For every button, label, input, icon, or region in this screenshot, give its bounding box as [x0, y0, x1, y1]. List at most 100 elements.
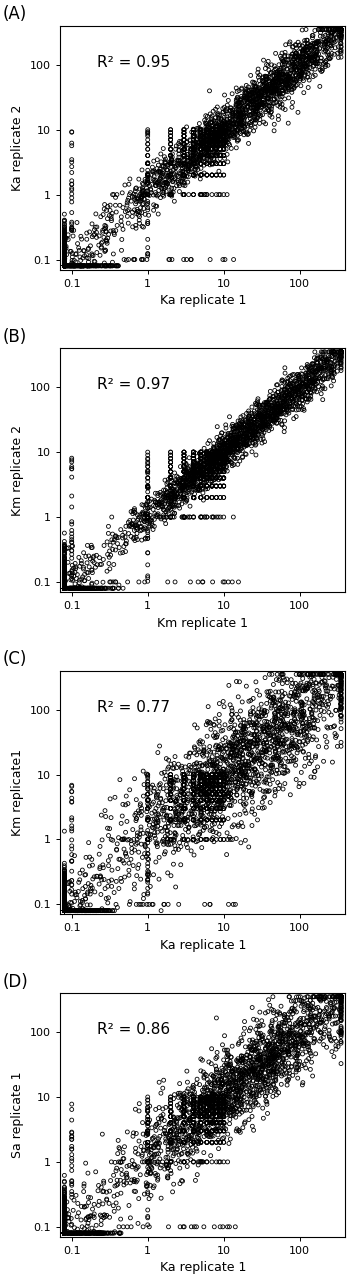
Point [280, 1055, 286, 1075]
Point [338, 694, 344, 714]
Point [247, 430, 253, 451]
Point [176, 492, 182, 512]
Point [150, 794, 155, 814]
Point [61, 256, 67, 276]
Point [217, 461, 223, 481]
Point [217, 140, 223, 160]
Point [196, 466, 201, 486]
Point [61, 221, 67, 242]
Point [217, 774, 223, 795]
Point [179, 796, 184, 817]
Point [336, 987, 342, 1007]
Point [227, 439, 232, 460]
Point [234, 745, 239, 765]
Point [61, 900, 67, 920]
Point [204, 146, 210, 166]
Point [204, 456, 210, 476]
Point [229, 113, 235, 133]
Point [69, 531, 74, 552]
Point [338, 342, 344, 362]
Point [61, 253, 67, 274]
Point [290, 44, 296, 64]
Point [181, 810, 187, 831]
Point [65, 1207, 71, 1228]
Point [202, 785, 208, 805]
Point [210, 1100, 216, 1120]
Point [274, 413, 279, 434]
Point [61, 1222, 67, 1243]
Point [67, 256, 73, 276]
Point [217, 134, 223, 155]
Point [209, 452, 215, 472]
Point [61, 256, 67, 276]
Point [270, 72, 276, 92]
Point [127, 516, 132, 536]
Point [198, 140, 204, 160]
Point [61, 567, 67, 588]
Point [204, 461, 210, 481]
Point [144, 764, 149, 785]
Point [213, 1089, 219, 1110]
Point [198, 764, 204, 785]
Point [171, 778, 176, 799]
Point [61, 256, 67, 276]
Point [61, 900, 67, 920]
Point [61, 869, 67, 890]
Point [265, 392, 271, 412]
Point [219, 461, 225, 481]
Point [264, 732, 269, 753]
Point [213, 1097, 219, 1117]
Point [200, 820, 206, 841]
Text: R² = 0.77: R² = 0.77 [97, 700, 170, 714]
Point [266, 722, 272, 742]
Point [186, 817, 192, 837]
Point [274, 375, 279, 396]
Point [83, 900, 88, 920]
Point [191, 140, 196, 160]
Point [152, 509, 157, 530]
Point [214, 115, 220, 136]
Point [293, 991, 299, 1011]
Point [217, 445, 223, 466]
Point [61, 579, 67, 599]
Point [198, 778, 204, 799]
Point [61, 1222, 67, 1243]
Point [209, 125, 215, 146]
Point [191, 1089, 196, 1110]
Point [225, 114, 231, 134]
Point [276, 701, 281, 722]
Point [254, 1010, 259, 1030]
Point [218, 790, 224, 810]
Point [165, 1167, 171, 1188]
Point [191, 1112, 196, 1133]
X-axis label: Ka replicate 1: Ka replicate 1 [159, 1262, 246, 1275]
Point [106, 256, 112, 276]
Point [61, 256, 67, 276]
Point [221, 133, 226, 154]
Point [208, 771, 214, 791]
Point [338, 1032, 344, 1052]
Point [228, 787, 234, 808]
Point [145, 794, 151, 814]
Point [69, 170, 74, 191]
Point [82, 900, 88, 920]
Point [209, 476, 215, 497]
Point [277, 1032, 283, 1052]
Point [325, 348, 331, 369]
Point [181, 778, 187, 799]
Point [191, 799, 196, 819]
Point [61, 256, 67, 276]
Point [176, 150, 181, 170]
Point [61, 579, 67, 599]
Point [170, 172, 176, 192]
Point [61, 256, 67, 276]
Point [213, 442, 219, 462]
Point [201, 449, 207, 470]
Point [61, 1222, 67, 1243]
Point [250, 72, 256, 92]
Point [304, 45, 310, 65]
Point [338, 987, 344, 1007]
Point [61, 895, 67, 915]
Point [209, 125, 215, 146]
Point [197, 465, 203, 485]
